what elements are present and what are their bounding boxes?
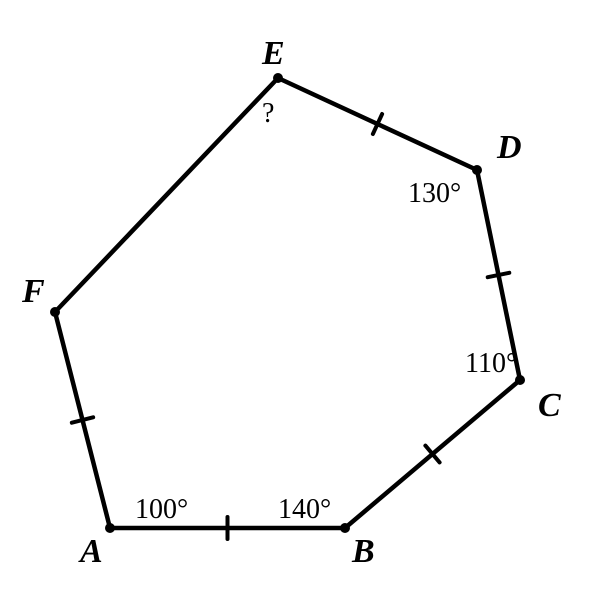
vertex-F [50,307,60,317]
vertex-D [472,165,482,175]
vertices [50,73,525,533]
vertex-label-A: A [78,533,103,570]
vertex-label-C: C [538,387,561,424]
hexagon-diagram: A B C D E F 100° 140° 110° 130°? [0,0,600,593]
vertex-E [273,73,283,83]
vertex-label-F: F [21,273,45,310]
angle-label-E: ? [262,98,274,129]
edges [55,78,520,528]
vertex-label-B: B [351,533,375,570]
tick-FA [72,417,93,422]
edge-EF [55,78,278,312]
angle-label-B: 140° [278,494,331,525]
angle-label-A: 100° [135,494,188,525]
vertex-label-E: E [261,35,285,72]
angle-label-C: 110° [465,348,517,379]
vertex-A [105,523,115,533]
vertex-label-D: D [496,129,522,166]
vertex-B [340,523,350,533]
tick-CD [488,273,510,277]
angle-label-D: 130° [408,178,461,209]
